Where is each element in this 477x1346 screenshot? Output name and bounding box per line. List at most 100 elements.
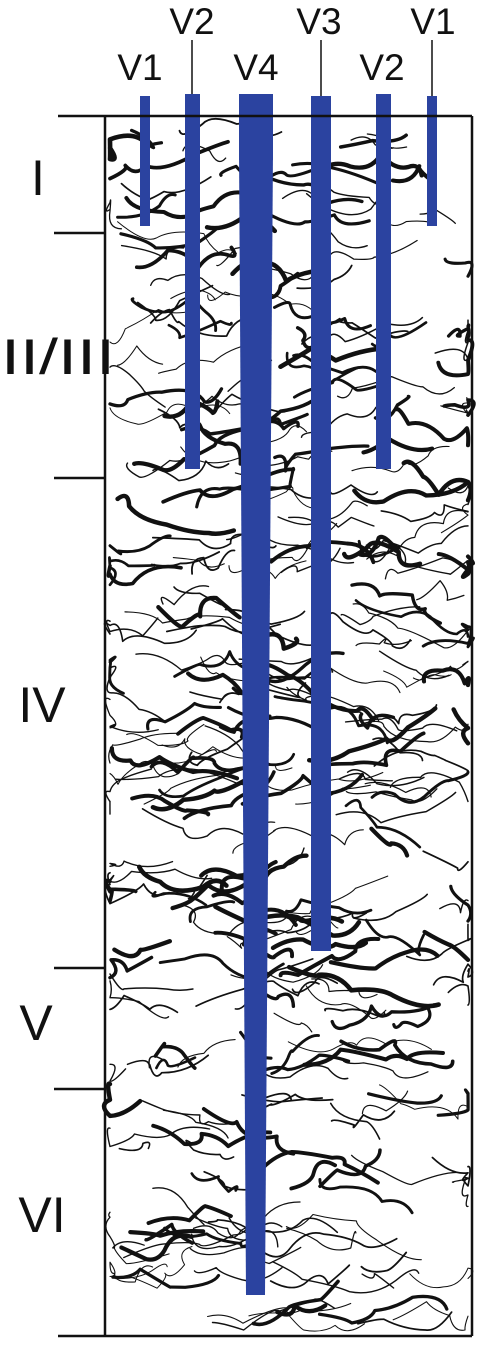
capillary-segment [126, 723, 205, 746]
capillary-segment [383, 670, 452, 688]
capillary-segment [144, 1222, 195, 1245]
capillary-segment [443, 257, 474, 278]
capillary-segment [287, 1037, 432, 1053]
capillary-segment [108, 556, 156, 587]
capillary-segment [173, 650, 249, 678]
capillary-segment [358, 712, 396, 730]
capillary-segment [117, 221, 237, 254]
capillary-segment [431, 1156, 471, 1187]
capillary-segment [148, 1054, 210, 1077]
capillary-segment [339, 1039, 455, 1070]
capillary-segment [190, 549, 236, 575]
capillary-segment [146, 1204, 233, 1226]
capillary-segment [118, 1141, 151, 1152]
capillary-segment [193, 1267, 283, 1282]
capillary-segment [115, 1263, 168, 1280]
capillary-segment [189, 691, 237, 700]
capillary-segment [149, 755, 251, 775]
capillary-segment [150, 274, 231, 296]
capillary-segment [137, 864, 229, 893]
capillary-segment [354, 599, 470, 638]
capillary-segment [109, 746, 240, 781]
capillary-segment [342, 1060, 429, 1079]
capillary-segment [248, 1312, 366, 1332]
capillary-segment [195, 980, 320, 1007]
capillary-segment [392, 1006, 432, 1029]
capillary-segment [108, 387, 224, 408]
capillary-segment [182, 904, 289, 935]
capillary-segment [146, 701, 222, 731]
vessel-v1-right [427, 96, 437, 226]
capillary-segment [369, 826, 410, 858]
capillary-segment [119, 1233, 194, 1262]
capillary-segment [451, 1178, 469, 1208]
layer-label-iv: IV [18, 677, 66, 733]
capillary-segment [150, 777, 248, 812]
capillary-segment [345, 788, 438, 803]
capillary-segment [185, 1139, 235, 1160]
capillary-segment [109, 868, 213, 883]
capillary-segment [278, 936, 381, 978]
layer-label-v: V [19, 995, 53, 1051]
capillary-segment [409, 1267, 474, 1289]
capillary-segment [213, 904, 362, 938]
capillary-segment [132, 456, 187, 473]
capillary-segment [259, 1150, 380, 1185]
capillary-segment [355, 637, 412, 647]
capillary-segment [405, 923, 472, 962]
capillary-segment [192, 1201, 301, 1239]
capillary-segment [419, 205, 456, 225]
capillary-segment [278, 346, 389, 369]
capillary-segment [172, 557, 225, 568]
capillary-segment [344, 798, 422, 849]
capillary-segment [327, 665, 401, 694]
capillary-segment [327, 612, 412, 650]
capillary-segment [318, 1177, 414, 1215]
capillary-segment [380, 504, 469, 523]
capillary-segment [401, 459, 471, 497]
capillary-segment [311, 978, 378, 999]
capillary-segment [317, 1294, 449, 1325]
capillary-segment [104, 697, 159, 733]
vessel-label-v1-left: V1 [117, 47, 162, 88]
capillary-segment [265, 679, 362, 714]
capillary-segment [101, 1081, 143, 1119]
capillary-segment [336, 375, 455, 399]
capillary-segment [447, 983, 471, 1006]
capillary-segment [361, 437, 435, 455]
capillary-segment [108, 732, 182, 764]
capillary-segment [105, 768, 152, 815]
capillary-segment [136, 284, 214, 322]
capillary-segment [106, 1126, 211, 1148]
capillary-segment [167, 319, 233, 340]
capillary-segment [119, 226, 219, 250]
capillary-segment [112, 939, 172, 959]
vessel-v4-shaft [239, 150, 273, 1295]
capillary-segment [307, 706, 438, 764]
capillary-segment [273, 444, 370, 473]
capillary-segment [123, 1214, 251, 1259]
capillary-segment [155, 1056, 197, 1070]
capillary-segment [451, 707, 471, 746]
capillary-segment [432, 963, 474, 986]
capillary-segment [449, 884, 473, 923]
capillary-segment [316, 152, 424, 178]
label-leaders [191, 40, 433, 96]
capillary-segment [439, 899, 469, 914]
capillary-segment [434, 319, 469, 362]
capillary-segment [346, 769, 425, 787]
capillary-segment [141, 1100, 237, 1125]
capillary-segment [124, 1246, 193, 1289]
capillary-segment [289, 1159, 337, 1191]
capillary-segment [108, 139, 230, 181]
layer-label-ii-iii: II/III [1, 329, 115, 385]
capillary-segment [291, 976, 339, 994]
capillary-segment [422, 929, 471, 963]
capillary-segment [389, 772, 469, 803]
capillary-segment [373, 749, 469, 772]
capillary-network [101, 117, 476, 1332]
capillary-segment [152, 460, 230, 482]
capillary-segment [325, 731, 426, 768]
